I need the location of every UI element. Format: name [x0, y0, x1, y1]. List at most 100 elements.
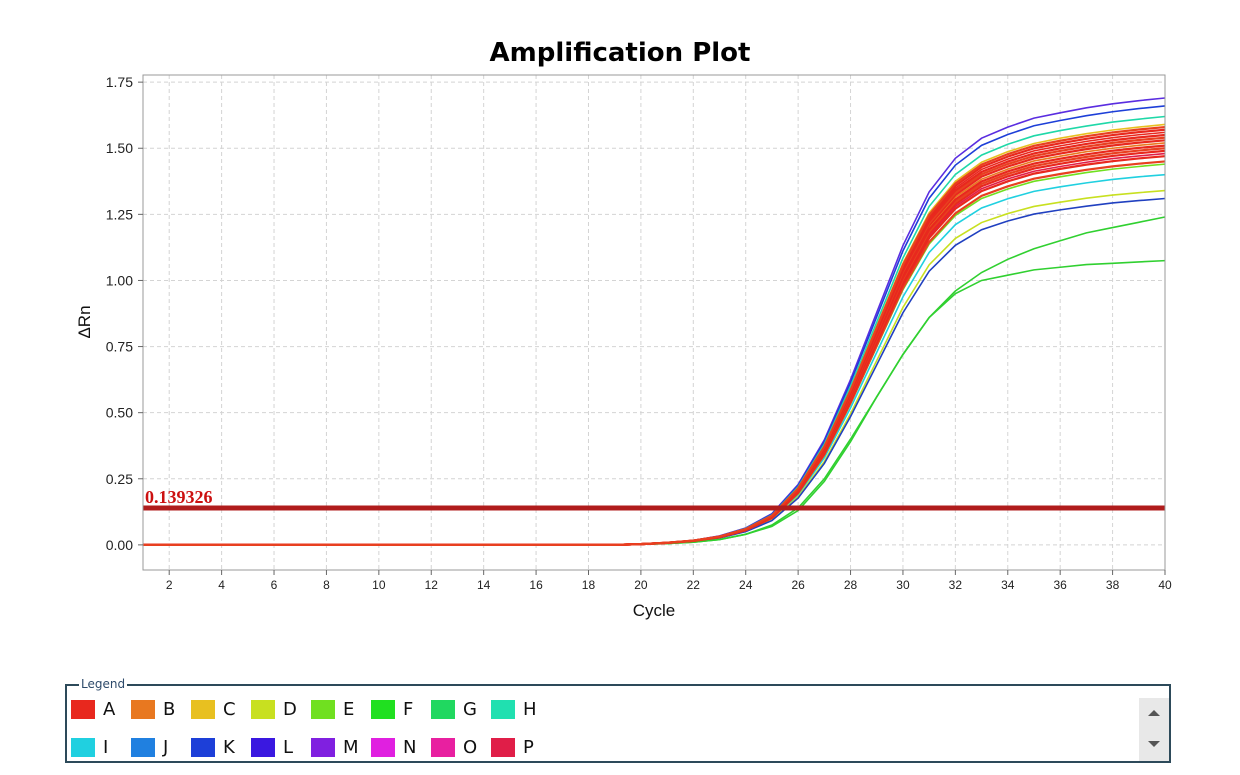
legend-swatch — [311, 738, 335, 757]
x-tick-label: 36 — [1053, 578, 1067, 592]
y-tick-label: 1.25 — [106, 206, 133, 222]
series-line — [143, 216, 1166, 546]
x-axis-label: Cycle — [633, 601, 676, 620]
x-tick-label: 6 — [271, 578, 278, 592]
legend-item-g[interactable]: G — [431, 699, 477, 720]
y-tick-label: 0.50 — [106, 405, 133, 421]
y-tick-label: 0.75 — [106, 339, 133, 355]
x-tick-label: 4 — [218, 578, 225, 592]
series-line — [143, 189, 1166, 546]
series-line — [143, 142, 1166, 546]
legend-item-l[interactable]: L — [251, 737, 293, 758]
legend-label: I — [103, 737, 109, 758]
legend-swatch — [71, 700, 95, 719]
legend-item-c[interactable]: C — [191, 699, 236, 720]
legend-swatch — [191, 738, 215, 757]
legend-swatch — [431, 700, 455, 719]
legend-swatch — [251, 738, 275, 757]
x-tick-label: 8 — [323, 578, 330, 592]
legend-swatch — [131, 700, 155, 719]
threshold[interactable]: 0.139326 — [143, 487, 1165, 511]
plot-frame — [142, 74, 1166, 571]
series-line — [143, 125, 1166, 546]
legend-item-j[interactable]: J — [131, 737, 168, 758]
legend-label: E — [343, 699, 355, 720]
series-line — [143, 139, 1166, 546]
legend-swatch — [371, 738, 395, 757]
legend-item-o[interactable]: O — [431, 737, 477, 758]
x-tick-label: 16 — [529, 578, 543, 592]
legend-label: H — [523, 699, 537, 720]
legend-swatch — [491, 700, 515, 719]
legend-swatch — [191, 700, 215, 719]
x-tick-label: 26 — [791, 578, 805, 592]
x-tick-label: 22 — [687, 578, 701, 592]
legend-item-a[interactable]: A — [71, 699, 115, 720]
legend-label: C — [223, 699, 236, 720]
legend-label: J — [163, 737, 169, 758]
legend-item-n[interactable]: N — [371, 737, 416, 758]
legend-swatch — [311, 700, 335, 719]
x-tick-label: 2 — [166, 578, 173, 592]
threshold-label: 0.139326 — [145, 487, 213, 507]
y-tick-label: 0.25 — [106, 471, 133, 487]
legend-label: O — [463, 737, 478, 758]
legend-item-d[interactable]: D — [251, 699, 297, 720]
legend-item-k[interactable]: K — [191, 737, 235, 758]
scroll-down-icon[interactable] — [1148, 741, 1160, 747]
series-line — [143, 144, 1166, 546]
legend-label: K — [223, 737, 235, 758]
legend-item-m[interactable]: M — [311, 737, 359, 758]
series-line — [143, 173, 1166, 546]
legend-label: M — [343, 737, 359, 758]
x-tick-label: 40 — [1158, 578, 1172, 592]
x-tick-label: 28 — [844, 578, 858, 592]
x-tick-label: 34 — [1001, 578, 1015, 592]
x-tick-label: 10 — [372, 578, 386, 592]
x-tick-label: 20 — [634, 578, 648, 592]
legend-item-b[interactable]: B — [131, 699, 175, 720]
x-tick-label: 12 — [425, 578, 439, 592]
axes: 2 4 6 8 10 12 14 16 18 20 22 24 26 28 30 32 34 36 38 400.00… — [106, 74, 1172, 592]
legend-item-e[interactable]: E — [311, 699, 354, 720]
series-line — [143, 160, 1166, 546]
legend-label: N — [403, 737, 417, 758]
series-line — [143, 131, 1166, 546]
series-line — [143, 163, 1166, 546]
x-tick-label: 38 — [1106, 578, 1120, 592]
scroll-up-icon[interactable] — [1148, 710, 1160, 716]
series-line — [143, 133, 1166, 546]
x-tick-label: 14 — [477, 578, 491, 592]
legend-swatch — [371, 700, 395, 719]
legend-swatch — [251, 700, 275, 719]
legend-scrollbar[interactable] — [1139, 698, 1169, 761]
y-axis-label: ΔRn — [75, 305, 94, 338]
series-line — [143, 149, 1166, 546]
legend-item-f[interactable]: F — [371, 699, 413, 720]
legend-swatch — [431, 738, 455, 757]
series-line — [143, 259, 1166, 546]
series-lines — [143, 97, 1166, 546]
legend-item-h[interactable]: H — [491, 699, 537, 720]
amplification-plot: Amplification Plot 0.139326 2 4 6 8 10 12 14 16… — [75, 38, 1172, 620]
legend-label: A — [103, 699, 116, 720]
legend: Legend A B C D E F G H I J K L M N O P — [65, 677, 1171, 763]
series-line — [143, 136, 1166, 546]
x-tick-label: 32 — [949, 578, 963, 592]
legend-swatch — [491, 738, 515, 757]
legend-label: B — [163, 699, 176, 720]
series-line — [143, 197, 1166, 546]
y-tick-label: 1.00 — [106, 272, 133, 288]
legend-label: L — [283, 737, 294, 758]
legend-item-i[interactable]: I — [71, 737, 108, 758]
y-tick-label: 0.00 — [106, 537, 133, 553]
legend-item-p[interactable]: P — [491, 737, 534, 758]
x-tick-label: 18 — [582, 578, 596, 592]
legend-swatch — [131, 738, 155, 757]
legend-label: D — [283, 699, 297, 720]
legend-label: F — [403, 699, 414, 720]
legend-label: G — [463, 699, 477, 720]
y-tick-label: 1.75 — [106, 74, 133, 90]
y-tick-label: 1.50 — [106, 140, 133, 156]
chart-title: Amplification Plot — [490, 38, 751, 68]
